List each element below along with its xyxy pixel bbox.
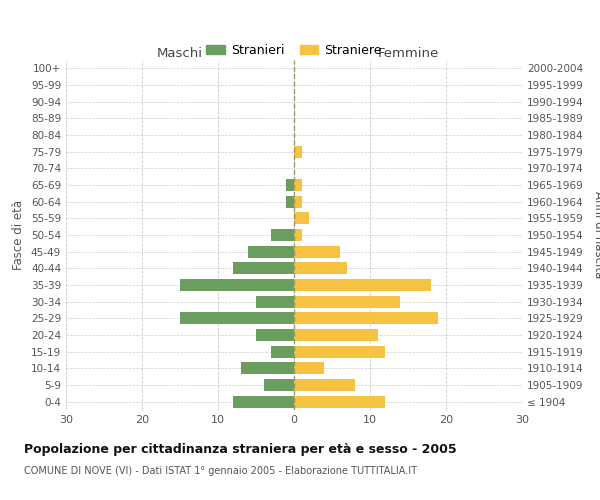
Y-axis label: Fasce di età: Fasce di età <box>13 200 25 270</box>
Bar <box>256 296 294 308</box>
Bar <box>294 229 302 241</box>
Bar <box>294 346 385 358</box>
Bar <box>248 246 294 258</box>
Bar <box>263 379 294 391</box>
Bar <box>294 362 325 374</box>
Text: Maschi: Maschi <box>157 47 203 60</box>
Bar <box>294 196 302 207</box>
Bar <box>233 396 294 407</box>
Bar <box>286 196 294 207</box>
Text: COMUNE DI NOVE (VI) - Dati ISTAT 1° gennaio 2005 - Elaborazione TUTTITALIA.IT: COMUNE DI NOVE (VI) - Dati ISTAT 1° genn… <box>24 466 417 476</box>
Bar <box>271 229 294 241</box>
Bar <box>294 296 400 308</box>
Bar <box>286 179 294 191</box>
Bar <box>294 212 309 224</box>
Bar <box>180 312 294 324</box>
Bar <box>294 146 302 158</box>
Bar <box>233 262 294 274</box>
Bar <box>256 329 294 341</box>
Text: Femmine: Femmine <box>377 47 439 60</box>
Bar <box>294 279 431 291</box>
Bar <box>180 279 294 291</box>
Bar <box>294 246 340 258</box>
Legend: Stranieri, Straniere: Stranieri, Straniere <box>202 40 386 60</box>
Bar <box>294 396 385 407</box>
Bar <box>294 379 355 391</box>
Bar <box>271 346 294 358</box>
Bar <box>241 362 294 374</box>
Y-axis label: Anni di nascita: Anni di nascita <box>592 192 600 278</box>
Bar <box>294 329 377 341</box>
Text: Popolazione per cittadinanza straniera per età e sesso - 2005: Popolazione per cittadinanza straniera p… <box>24 442 457 456</box>
Bar <box>294 179 302 191</box>
Bar <box>294 312 439 324</box>
Bar <box>294 262 347 274</box>
